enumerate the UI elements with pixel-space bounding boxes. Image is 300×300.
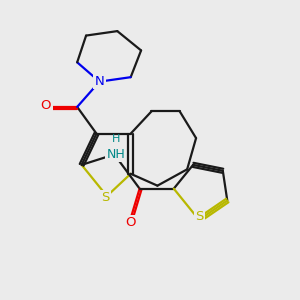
Text: O: O bbox=[125, 216, 136, 229]
Text: S: S bbox=[101, 191, 110, 204]
Text: NH: NH bbox=[106, 148, 125, 161]
Text: O: O bbox=[41, 99, 51, 112]
Text: N: N bbox=[94, 75, 104, 88]
Text: H: H bbox=[112, 134, 120, 144]
Text: S: S bbox=[195, 210, 203, 224]
